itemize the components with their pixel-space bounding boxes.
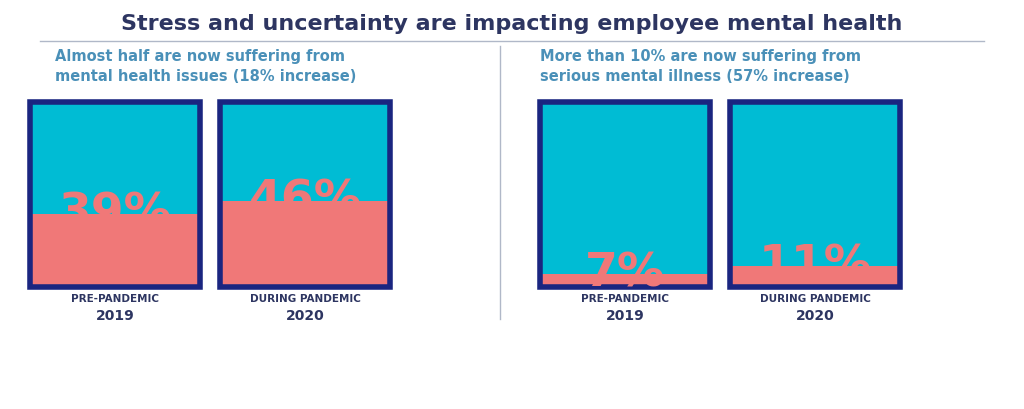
Text: 11%: 11% — [759, 244, 871, 289]
Text: DURING PANDEMIC: DURING PANDEMIC — [760, 294, 870, 304]
Bar — [540, 101, 710, 286]
Bar — [220, 201, 390, 286]
Bar — [730, 101, 900, 286]
Bar — [30, 101, 200, 214]
Bar — [220, 101, 390, 201]
Text: Almost half are now suffering from
mental health issues (18% increase): Almost half are now suffering from menta… — [55, 49, 356, 84]
Text: More than 10% are now suffering from
serious mental illness (57% increase): More than 10% are now suffering from ser… — [540, 49, 861, 84]
Text: 2019: 2019 — [605, 308, 644, 323]
Bar — [730, 101, 900, 266]
Bar — [220, 101, 390, 286]
Bar — [730, 266, 900, 286]
Text: Stress and uncertainty are impacting employee mental health: Stress and uncertainty are impacting emp… — [121, 14, 903, 34]
Text: 7%: 7% — [585, 251, 666, 296]
Text: PRE-PANDEMIC: PRE-PANDEMIC — [581, 294, 669, 304]
Bar — [30, 214, 200, 286]
Text: PRE-PANDEMIC: PRE-PANDEMIC — [71, 294, 159, 304]
Text: 39%: 39% — [58, 192, 171, 237]
Text: 46%: 46% — [249, 179, 361, 224]
Text: 2020: 2020 — [286, 308, 325, 323]
Bar — [540, 274, 710, 286]
Text: 2020: 2020 — [796, 308, 835, 323]
Bar — [30, 101, 200, 286]
Bar — [540, 101, 710, 274]
Text: DURING PANDEMIC: DURING PANDEMIC — [250, 294, 360, 304]
Text: 2019: 2019 — [95, 308, 134, 323]
